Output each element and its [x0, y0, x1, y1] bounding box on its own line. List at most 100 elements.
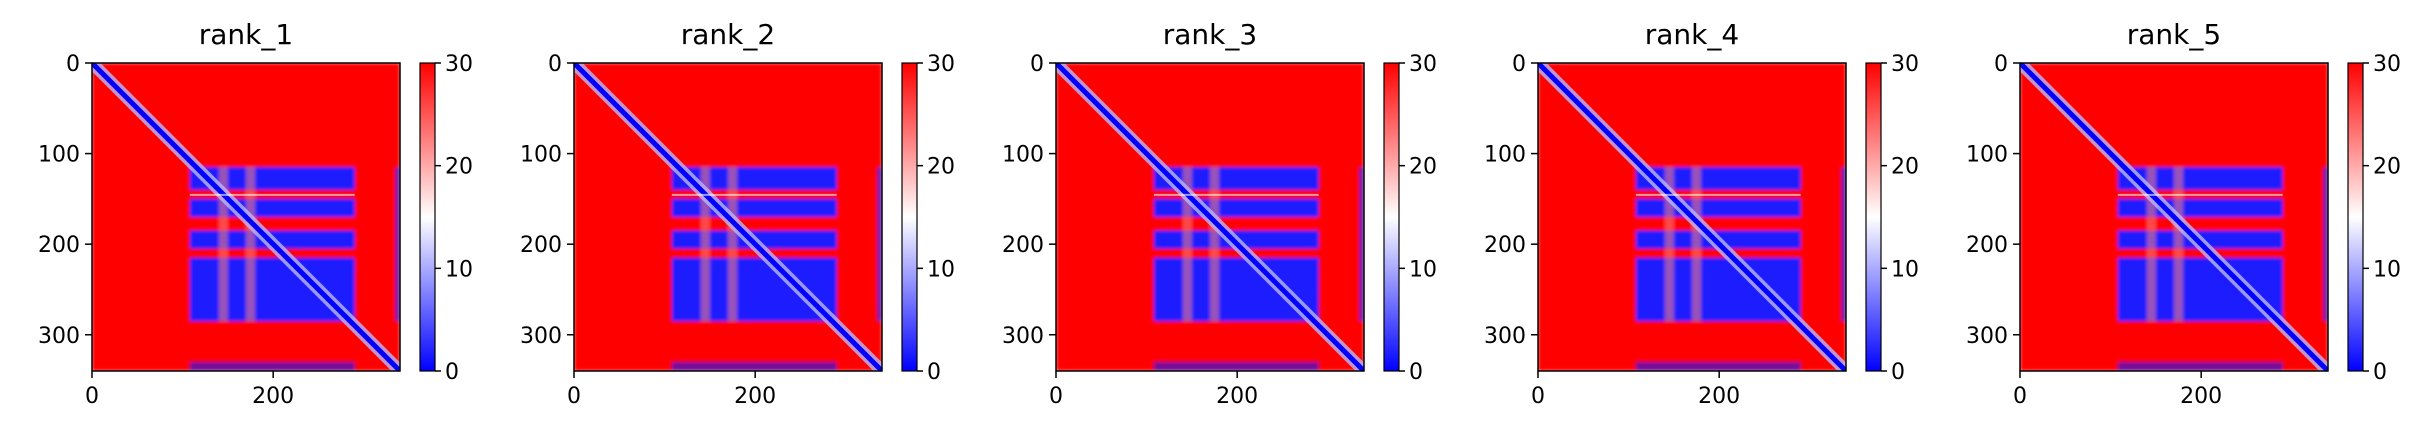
- low-error-block-2: [1153, 198, 1319, 217]
- heatmap-image: [2020, 63, 2328, 371]
- low-error-block-4: [189, 257, 355, 322]
- y-tick-label: 0: [1512, 52, 1526, 77]
- colorbar-tick-label: 20: [927, 155, 955, 180]
- y-tick-label: 0: [1994, 52, 2008, 77]
- colorbar-tick-label: 10: [1891, 257, 1919, 282]
- low-error-block-1: [189, 167, 355, 190]
- x-tick-label: 200: [252, 384, 294, 409]
- edge-band: [877, 167, 882, 322]
- colorbar-tick-label: 10: [1409, 257, 1437, 282]
- colorbar-tick-label: 10: [445, 257, 473, 282]
- low-error-block-2: [671, 198, 837, 217]
- y-tick-label: 100: [520, 143, 562, 168]
- diagonal: [92, 63, 400, 371]
- y-tick-label: 0: [66, 52, 80, 77]
- diagonal: [574, 63, 882, 371]
- y-tick-label: 100: [1002, 143, 1044, 168]
- colorbar-tick-label: 20: [1409, 155, 1437, 180]
- y-tick-label: 300: [1484, 324, 1526, 349]
- x-tick-label: 200: [1216, 384, 1258, 409]
- axes-frame: [2019, 62, 2329, 372]
- bottom-band: [2117, 361, 2283, 371]
- colorbar-tick-label: 20: [445, 155, 473, 180]
- low-error-block-4: [2117, 257, 2283, 322]
- axes-frame: [1537, 62, 1847, 372]
- colorbar: [901, 62, 918, 372]
- y-tick-label: 200: [1484, 233, 1526, 258]
- colorbar-tick-label: 20: [2373, 155, 2401, 180]
- bottom-band: [1153, 361, 1319, 371]
- low-error-block-2: [189, 198, 355, 217]
- gap-column-2: [1210, 167, 1220, 322]
- low-error-block-4: [671, 257, 837, 322]
- heatmap-image: [574, 63, 882, 371]
- diagonal: [1056, 63, 1364, 371]
- low-error-block-1: [671, 167, 837, 190]
- y-tick-label: 100: [38, 143, 80, 168]
- heatmap-image: [92, 63, 400, 371]
- edge-band: [1359, 167, 1364, 322]
- y-tick-label: 300: [1966, 324, 2008, 349]
- gap-column-2: [728, 167, 738, 322]
- colorbar-tick-label: 30: [1409, 52, 1437, 77]
- colorbar: [2347, 62, 2364, 372]
- gap-column-1: [700, 167, 710, 322]
- panel-title: rank_4: [1645, 18, 1739, 51]
- colorbar: [1865, 62, 1882, 372]
- colorbar-tick-label: 10: [2373, 257, 2401, 282]
- heatmap-panel-2: rank_2 0 100 200 300 0 200 0 10 20 30: [520, 18, 955, 409]
- colorbar-tick-label: 30: [445, 52, 473, 77]
- y-tick-label: 200: [1966, 233, 2008, 258]
- low-error-block-4: [1635, 257, 1801, 322]
- panel-title: rank_2: [681, 18, 775, 51]
- low-error-block-4: [1153, 257, 1319, 322]
- y-tick-label: 100: [1966, 143, 2008, 168]
- colorbar-tick-label: 0: [1891, 360, 1905, 385]
- colorbar-tick-label: 30: [1891, 52, 1919, 77]
- gap-column-2: [2174, 167, 2184, 322]
- axes-frame: [1055, 62, 1365, 372]
- x-tick-label: 200: [734, 384, 776, 409]
- gap-column-2: [246, 167, 256, 322]
- x-tick-label: 0: [1531, 384, 1545, 409]
- colorbar-tick-label: 20: [1891, 155, 1919, 180]
- low-error-block-1: [2117, 167, 2283, 190]
- low-error-block-1: [1153, 167, 1319, 190]
- low-error-block-2: [2117, 198, 2283, 217]
- diagonal: [1538, 63, 1846, 371]
- x-tick-label: 200: [1698, 384, 1740, 409]
- bottom-band: [1635, 361, 1801, 371]
- y-tick-label: 300: [38, 324, 80, 349]
- heatmap-image: [1538, 63, 1846, 371]
- colorbar-tick-label: 0: [445, 360, 459, 385]
- y-tick-label: 0: [1030, 52, 1044, 77]
- axes-frame: [91, 62, 401, 372]
- gap-column-1: [2146, 167, 2156, 322]
- gap-column-1: [218, 167, 228, 322]
- colorbar-tick-label: 30: [927, 52, 955, 77]
- panel-title: rank_5: [2127, 18, 2221, 51]
- edge-band: [395, 167, 400, 322]
- colorbar-tick-label: 0: [2373, 360, 2387, 385]
- x-tick-label: 0: [85, 384, 99, 409]
- y-tick-label: 300: [1002, 324, 1044, 349]
- edge-band: [1841, 167, 1846, 322]
- x-tick-label: 0: [2013, 384, 2027, 409]
- low-error-block-2: [1635, 198, 1801, 217]
- y-tick-label: 0: [548, 52, 562, 77]
- bottom-band: [671, 361, 837, 371]
- y-tick-label: 100: [1484, 143, 1526, 168]
- y-tick-label: 200: [1002, 233, 1044, 258]
- panel-title: rank_1: [199, 18, 293, 51]
- colorbar: [419, 62, 436, 372]
- heatmap-panel-4: rank_4 0 100 200 300 0 200 0 10 20 30: [1484, 18, 1919, 409]
- x-tick-label: 0: [1049, 384, 1063, 409]
- colorbar-tick-label: 30: [2373, 52, 2401, 77]
- gap-column-1: [1664, 167, 1674, 322]
- colorbar-tick-label: 0: [927, 360, 941, 385]
- y-tick-label: 200: [38, 233, 80, 258]
- panel-title: rank_3: [1163, 18, 1257, 51]
- low-error-block-1: [1635, 167, 1801, 190]
- heatmap-panel-5: rank_5 0 100 200 300 0 200 0 10 20 30: [1966, 18, 2401, 409]
- y-tick-label: 200: [520, 233, 562, 258]
